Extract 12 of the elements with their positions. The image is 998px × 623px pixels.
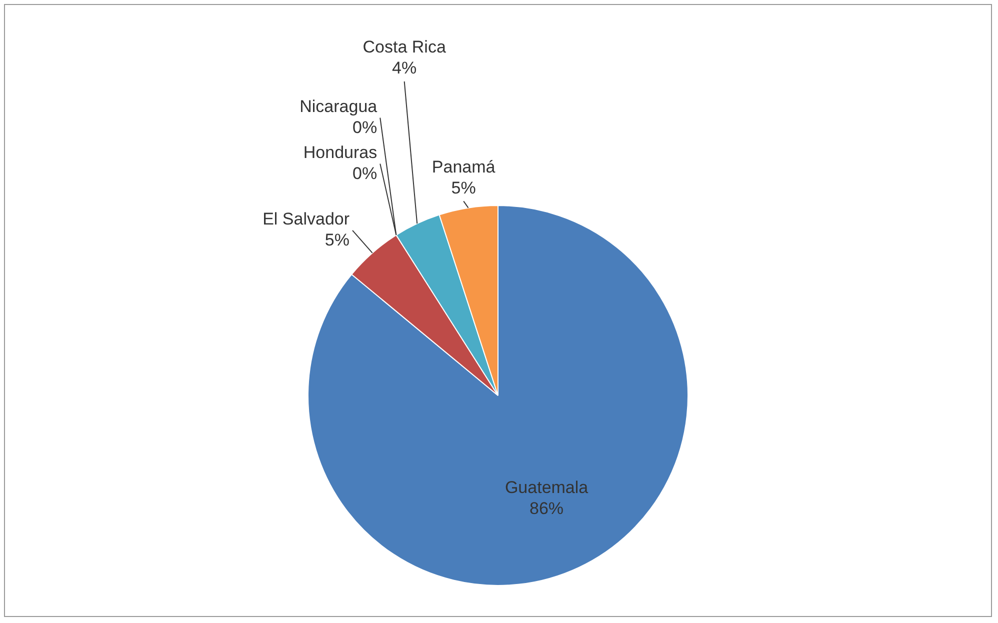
- slice-label: Guatemala: [504, 478, 589, 497]
- slice-label: El Salvador: [262, 210, 350, 229]
- data-label: 4%: [392, 58, 417, 78]
- category-label: Nicaragua: [300, 96, 378, 116]
- text: 0%: [352, 164, 378, 183]
- data-label: 86%: [530, 498, 564, 518]
- data-label: 5%: [451, 178, 476, 198]
- slice-label: Panamá: [432, 157, 496, 176]
- text: 0%: [352, 118, 378, 137]
- data-label: 5%: [324, 230, 350, 250]
- slice-label: Costa Rica: [362, 38, 446, 57]
- category-label: Honduras: [303, 142, 378, 162]
